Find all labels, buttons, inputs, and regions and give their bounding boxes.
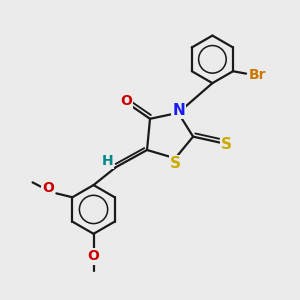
Text: Br: Br: [249, 68, 267, 82]
Text: H: H: [102, 154, 113, 168]
Text: N: N: [172, 103, 185, 118]
Text: O: O: [42, 181, 54, 195]
Text: S: S: [170, 156, 182, 171]
Text: O: O: [88, 249, 100, 263]
Text: O: O: [120, 94, 132, 108]
Text: S: S: [221, 136, 232, 152]
Text: O: O: [42, 181, 54, 195]
Text: O: O: [88, 249, 100, 263]
